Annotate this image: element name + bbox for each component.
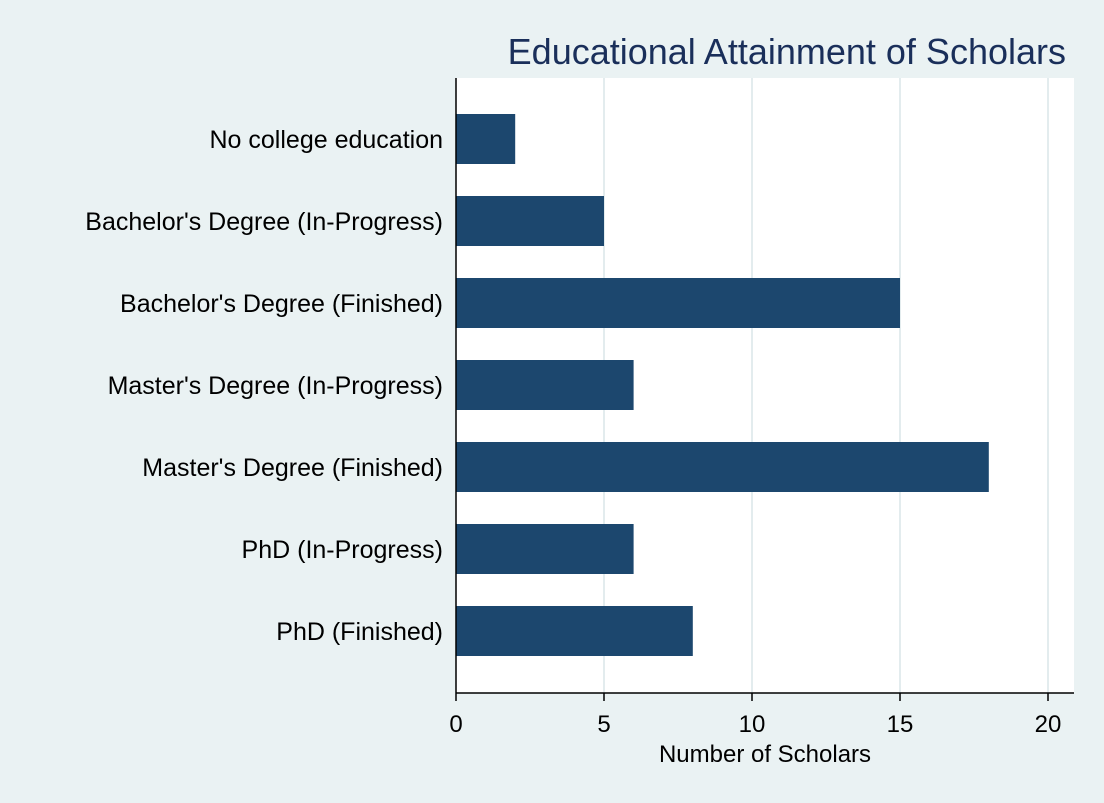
- category-label-5: PhD (In-Progress): [242, 536, 443, 564]
- category-labels: No college education Bachelor's Degree (I…: [85, 126, 443, 646]
- bar-1: [456, 196, 604, 246]
- x-axis-ticks: 0 5 10 15 20: [449, 693, 1061, 738]
- category-label-2: Bachelor's Degree (Finished): [120, 290, 443, 318]
- x-tick-label-0: 0: [449, 711, 462, 738]
- bar-6: [456, 606, 693, 656]
- category-label-6: PhD (Finished): [276, 618, 443, 646]
- bar-0: [456, 114, 516, 164]
- chart-title: Educational Attainment of Scholars: [508, 31, 1066, 72]
- x-axis-label: Number of Scholars: [659, 741, 871, 768]
- category-label-3: Master's Degree (In-Progress): [108, 372, 443, 400]
- bar-5: [456, 524, 634, 574]
- x-tick-label-4: 20: [1035, 711, 1062, 738]
- grid-lines: [603, 78, 1049, 693]
- bars: [456, 114, 989, 656]
- x-tick-label-1: 5: [597, 711, 610, 738]
- bar-3: [456, 360, 634, 410]
- category-label-0: No college education: [210, 126, 444, 154]
- x-tick-label-3: 15: [887, 711, 914, 738]
- category-label-1: Bachelor's Degree (In-Progress): [85, 208, 443, 236]
- bar-2: [456, 278, 900, 328]
- bar-4: [456, 442, 989, 492]
- category-label-4: Master's Degree (Finished): [142, 454, 443, 482]
- x-tick-label-2: 10: [739, 711, 766, 738]
